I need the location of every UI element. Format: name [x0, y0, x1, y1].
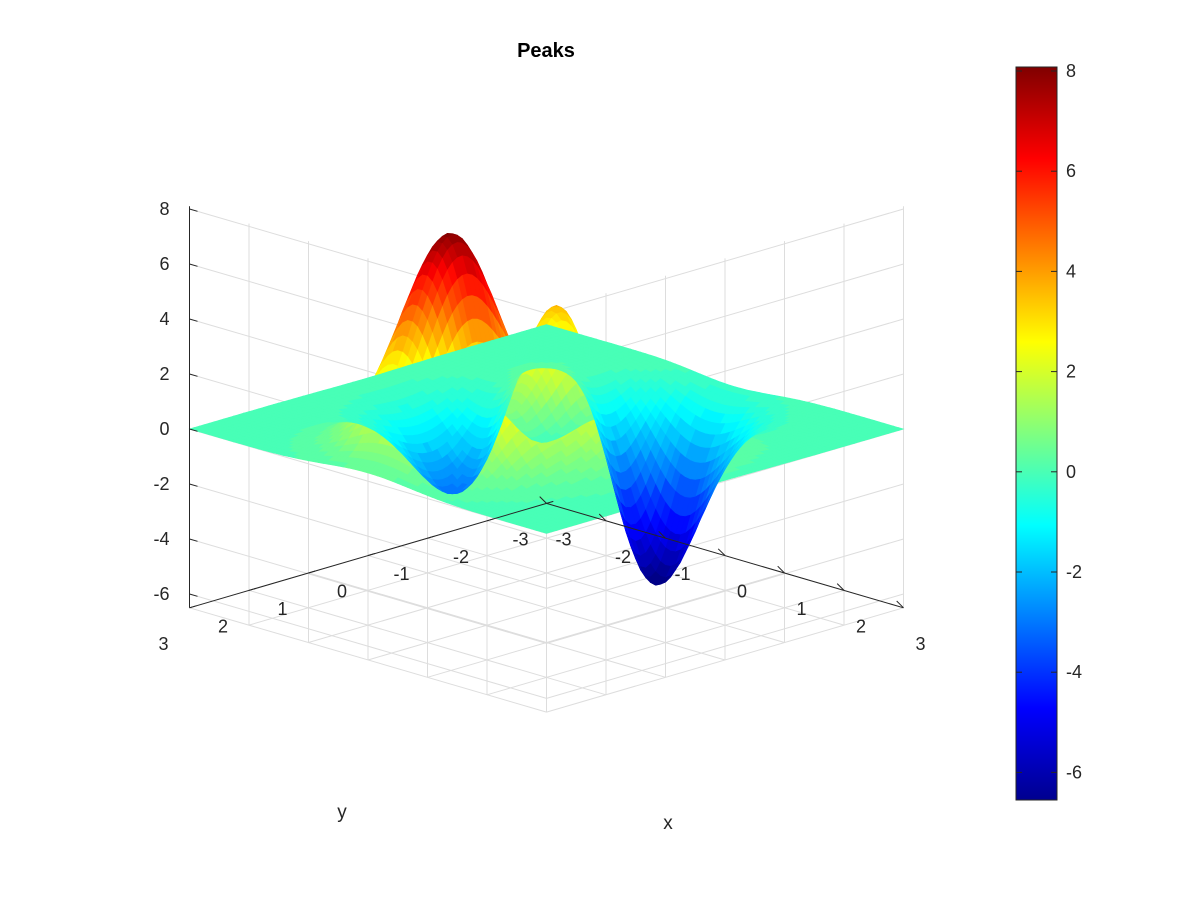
surface-layer	[190, 233, 904, 585]
